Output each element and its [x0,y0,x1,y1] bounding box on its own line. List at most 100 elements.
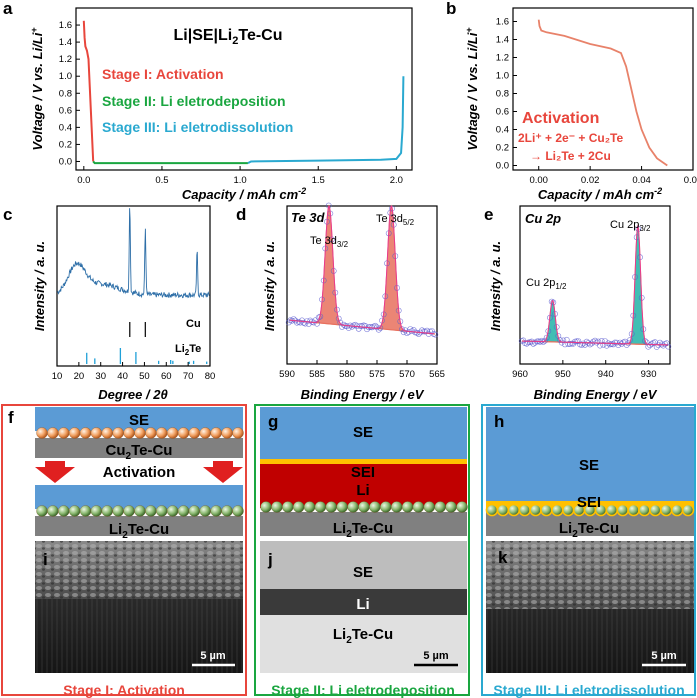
b-ytick-label: 1.2 [496,53,509,64]
f-arrow-left-icon [35,461,75,483]
h-li2te-particle [616,503,630,517]
x-axis-label-a: Capacity / mAh cm-2 [182,186,306,202]
i-sem-grain [35,541,243,599]
e-raw-point [665,343,672,350]
c-xtick-label: 80 [205,371,216,382]
f-li2te-particle [36,505,48,517]
y-axis-label-c: Intensity / a. u. [32,241,47,331]
axis-ticks-e: 960 950 940 930 [512,360,657,380]
d-xtick-label: 570 [399,369,415,380]
e-fitted-peak-2 [626,224,650,345]
f-li2te-particle [134,505,146,517]
axis-ticks-d: 590 585 580 575 570 565 [279,360,445,380]
f-cu2te-particle [123,427,135,439]
g-li2te-particle [347,501,359,513]
f-li2te-particle [156,505,168,517]
b-ytick-label: 0.2 [496,143,509,154]
e-raw-point [560,337,567,344]
g-li2te-label: Li2Te-Cu [333,520,393,540]
panel-label-e: e [484,205,493,224]
a-ytick-label: 0.6 [59,105,72,116]
f-li2te-particle [188,505,201,517]
panel-h-border [481,404,696,696]
b-ytick-label: 0.6 [496,107,509,118]
f-se-layer [35,407,243,431]
e-envelope [522,224,668,346]
h-li2te-particle [518,503,532,517]
f-arrow-right-icon [203,461,243,483]
k-sem-grain [486,541,694,609]
f-li2te-particle [167,505,179,517]
chart-e: e 960 950 940 930 Cu 2p Cu 2p1/2 Cu 2p3/2 B… [484,205,672,402]
f-cu2te-label: Cu2Te-Cu [106,442,173,462]
ref-label-li2te: Li2Te [175,343,201,357]
h-li2te-particle [627,503,640,517]
h-li2te-particle [561,503,575,517]
panel-label-h: h [494,412,504,431]
g-li2te-particle [434,501,446,513]
a-xtick-label: 2.0 [390,175,403,186]
f-li2te-particle [232,505,244,517]
a-ytick-label: 1.6 [59,20,72,31]
f-li2te-particle [90,505,103,517]
e-xtick-label: 930 [641,369,657,380]
f-se-label: SE [129,412,149,429]
axis-ticks-b: 0.00 0.02 0.04 0.06 0.0 0.2 0.4 0.6 0.8 1.0 1.2 1.4… [496,17,697,187]
chart-a: a 0.0 0.5 1.0 1.5 2.0 0.0 0.2 0.4 0.6 0.8 1.0 1.2 1.… [3,0,413,202]
d-raw-point [375,326,382,333]
y-axis-label-d: Intensity / a. u. [262,241,277,331]
chart-title-a: Li|SE|Li2Te-Cu [174,27,283,47]
panel-g: SE SEI Li Li2Te-Cu g j SE Li Li2Te-Cu 5 … [254,404,470,698]
annotation-line1-b: 2Li⁺ + 2e⁻ + Cu₂Te [518,131,623,145]
j-sem-se [260,541,467,589]
f-cu2te-particle [36,427,48,439]
a-ytick-label: 1.4 [59,37,72,48]
caption-stage3: Stage III: Li eletrodissolution [493,682,684,698]
g-li2te-particle [293,501,305,513]
g-li2te-particle [423,501,435,513]
d-raw-point [290,316,297,322]
b-ytick-label: 0.8 [496,89,509,100]
a-ytick-label: 0.0 [59,156,72,167]
e-raw-point [550,299,557,306]
f-se-layer-2 [35,485,243,509]
y-axis-label-e: Intensity / a. u. [488,241,503,331]
x-axis-label-e: Binding Energy / eV [534,387,658,402]
plot-frame-d [286,205,438,365]
ref-label-cu: Cu [186,318,201,330]
y-axis-label-b: Voltage / V vs. Li/Li+ [464,27,480,151]
schematic-row: SE Cu2Te-Cu Activation Li2Te-Cu f i 5 µm… [1,404,696,698]
g-li2te-particle [260,501,272,513]
f-cu2te-particle [221,427,233,439]
c-xtick-label: 50 [139,371,150,382]
h-sei-label: SEI [577,494,601,511]
e-raw-point [523,340,530,347]
annotation-title-b: Activation [522,110,599,127]
panel-h: SE SEI Li2Te-Cu h k 5 µm Stage III: Li e… [481,404,696,698]
a-ytick-label: 1.0 [59,71,72,82]
g-li2te-particle [369,501,381,513]
h-li2te-particle [670,503,684,517]
e-raw-point [568,340,575,347]
a-ytick-label: 1.2 [59,54,72,65]
panel-label-j: j [267,550,273,569]
f-li2te-particle [177,505,190,517]
f-cu2te-particle [145,427,157,439]
panel-f: SE Cu2Te-Cu Activation Li2Te-Cu f i 5 µm… [1,404,247,698]
b-ytick-label: 1.0 [496,71,509,82]
f-li2te-particle [69,505,81,517]
a-ytick-label: 0.2 [59,139,72,150]
c-xtick-label: 30 [95,371,106,382]
d-raw-point [432,331,439,338]
e-raw-point [595,338,602,345]
e-raw-point [625,340,632,347]
b-ytick-label: 1.4 [496,35,509,46]
f-cu2te-particles [36,427,244,439]
g-li2te-particles [260,501,468,513]
chart-c: c 10 20 30 40 50 60 70 80 Cu Li2Te Degree / 2θ … [3,205,216,402]
i-sem-streaks [35,599,243,673]
f-cu2te-particle [58,427,70,439]
h-li2te-particle [648,503,662,517]
b-ytick-label: 1.6 [496,17,509,28]
d-xtick-label: 575 [369,369,385,380]
